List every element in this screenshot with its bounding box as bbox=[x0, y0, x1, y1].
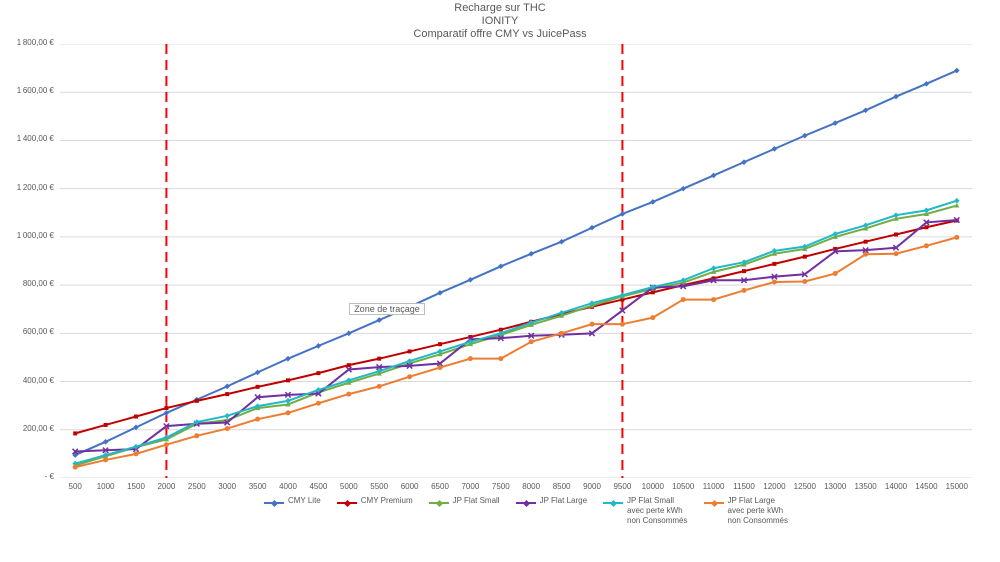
y-tick: 200,00 € bbox=[23, 424, 54, 433]
x-tick: 8000 bbox=[517, 482, 545, 491]
x-tick: 12000 bbox=[760, 482, 788, 491]
x-tick: 11500 bbox=[730, 482, 758, 491]
y-tick: 800,00 € bbox=[23, 279, 54, 288]
y-tick: 400,00 € bbox=[23, 376, 54, 385]
y-tick: 1 600,00 € bbox=[17, 86, 54, 95]
legend-swatch bbox=[429, 502, 449, 504]
chart-title-line-2: Comparatif offre CMY vs JuicePass bbox=[0, 28, 1000, 40]
x-tick: 6500 bbox=[426, 482, 454, 491]
x-tick: 13500 bbox=[852, 482, 880, 491]
x-tick: 2500 bbox=[183, 482, 211, 491]
y-tick: 1 000,00 € bbox=[17, 231, 54, 240]
x-tick: 1000 bbox=[92, 482, 120, 491]
x-tick: 15000 bbox=[943, 482, 971, 491]
x-tick: 6000 bbox=[396, 482, 424, 491]
legend-label: JP Flat Small avec perte kWh non Consomm… bbox=[627, 496, 687, 526]
x-tick: 9000 bbox=[578, 482, 606, 491]
legend-label: JP Flat Small bbox=[453, 496, 500, 506]
x-tick: 14500 bbox=[912, 482, 940, 491]
legend-item: JP Flat Small bbox=[429, 496, 500, 526]
x-tick: 13000 bbox=[821, 482, 849, 491]
legend-swatch bbox=[337, 502, 357, 504]
legend-item: JP Flat Large bbox=[516, 496, 587, 526]
x-tick: 14000 bbox=[882, 482, 910, 491]
series-jp-flat-large bbox=[73, 217, 960, 454]
series-cmy-premium bbox=[73, 218, 959, 435]
legend-label: CMY Lite bbox=[288, 496, 321, 506]
x-tick: 1500 bbox=[122, 482, 150, 491]
legend-label: JP Flat Large avec perte kWh non Consomm… bbox=[728, 496, 788, 526]
x-tick: 2000 bbox=[152, 482, 180, 491]
legend-label: JP Flat Large bbox=[540, 496, 587, 506]
legend-item: CMY Premium bbox=[337, 496, 413, 526]
x-tick: 3000 bbox=[213, 482, 241, 491]
legend-swatch bbox=[516, 502, 536, 504]
x-tick: 10500 bbox=[669, 482, 697, 491]
x-tick: 5500 bbox=[365, 482, 393, 491]
legend-swatch bbox=[603, 502, 623, 504]
legend-swatch bbox=[264, 502, 284, 504]
chart-title-line-0: Recharge sur THC bbox=[0, 2, 1000, 14]
x-tick: 3500 bbox=[244, 482, 272, 491]
legend-item: JP Flat Large avec perte kWh non Consomm… bbox=[704, 496, 788, 526]
legend-swatch bbox=[704, 502, 724, 504]
y-tick: - € bbox=[45, 472, 54, 481]
series-jp-flat-large-avec-perte-kwh-non-consommés bbox=[73, 235, 960, 470]
x-tick: 4000 bbox=[274, 482, 302, 491]
x-tick: 9500 bbox=[608, 482, 636, 491]
chart-svg bbox=[60, 44, 972, 478]
x-tick: 7000 bbox=[456, 482, 484, 491]
series-jp-flat-small-avec-perte-kwh-non-consommés bbox=[72, 198, 959, 466]
legend-item: JP Flat Small avec perte kWh non Consomm… bbox=[603, 496, 687, 526]
legend-label: CMY Premium bbox=[361, 496, 413, 506]
x-tick: 10000 bbox=[639, 482, 667, 491]
legend: CMY Lite CMY Premium JP Flat Small JP Flat … bbox=[200, 496, 852, 526]
y-tick: 1 800,00 € bbox=[17, 38, 54, 47]
y-tick: 1 400,00 € bbox=[17, 134, 54, 143]
x-tick: 4500 bbox=[304, 482, 332, 491]
chart-title-line-1: IONITY bbox=[0, 15, 1000, 27]
x-tick: 500 bbox=[61, 482, 89, 491]
tooltip: Zone de traçage bbox=[349, 303, 425, 315]
plot-area bbox=[60, 44, 972, 478]
x-tick: 11000 bbox=[700, 482, 728, 491]
x-tick: 12500 bbox=[791, 482, 819, 491]
y-tick: 1 200,00 € bbox=[17, 183, 54, 192]
x-tick: 5000 bbox=[335, 482, 363, 491]
x-tick: 7500 bbox=[487, 482, 515, 491]
y-tick: 600,00 € bbox=[23, 327, 54, 336]
series-jp-flat-small bbox=[73, 203, 960, 468]
x-tick: 8500 bbox=[548, 482, 576, 491]
legend-item: CMY Lite bbox=[264, 496, 321, 526]
